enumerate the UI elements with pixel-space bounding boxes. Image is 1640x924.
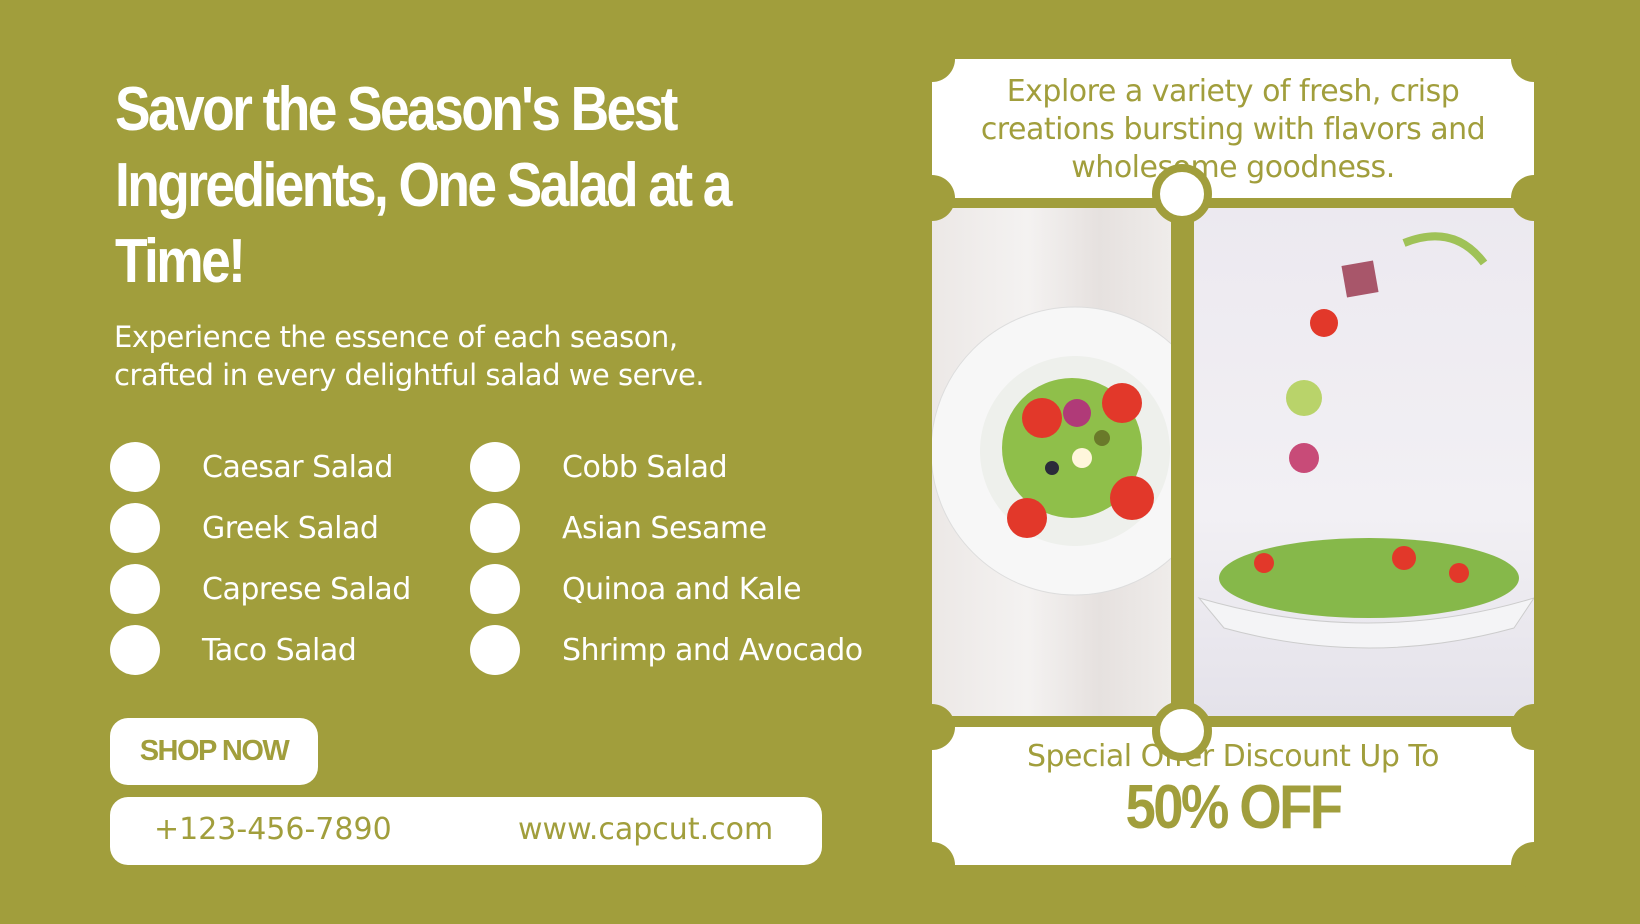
ticket-notch xyxy=(1152,701,1212,761)
ticket-notch xyxy=(909,175,955,221)
bullet-circle-icon xyxy=(470,503,520,553)
subtitle: Experience the essence of each season, c… xyxy=(114,318,705,394)
intro-line: creations bursting with flavors and xyxy=(980,112,1486,147)
ticket-notch xyxy=(1511,175,1557,221)
salad-bowl-image xyxy=(1197,232,1534,649)
intro-line: Explore a variety of fresh, crisp xyxy=(1006,74,1460,109)
salad-list-item: Caesar Salad xyxy=(110,442,393,492)
bullet-circle-icon xyxy=(470,442,520,492)
salad-list-item: Asian Sesame xyxy=(470,503,767,553)
salad-name: Asian Sesame xyxy=(562,510,767,546)
salad-name: Quinoa and Kale xyxy=(562,571,802,607)
salad-list-item: Shrimp and Avocado xyxy=(470,625,863,675)
ticket-notch xyxy=(1511,704,1557,750)
salad-list-item: Greek Salad xyxy=(110,503,379,553)
intro-line: wholesome goodness. xyxy=(1071,150,1395,185)
ticket-notch xyxy=(909,704,955,750)
offer-value: 50% OFF xyxy=(1125,773,1344,842)
subtitle-line: Experience the essence of each season, xyxy=(114,320,678,354)
bullet-circle-icon xyxy=(110,625,160,675)
ticket-notch xyxy=(909,36,955,82)
phone-number: +123-456-7890 xyxy=(154,812,392,847)
bullet-circle-icon xyxy=(470,564,520,614)
bullet-circle-icon xyxy=(470,625,520,675)
salad-list-item: Quinoa and Kale xyxy=(470,564,802,614)
offer-label: Special Offer Discount Up To xyxy=(1026,739,1440,774)
ticket-notch xyxy=(1511,842,1557,888)
salad-bowl-photo xyxy=(1194,208,1534,716)
salad-name: Shrimp and Avocado xyxy=(562,632,863,668)
subtitle-line: crafted in every delightful salad we ser… xyxy=(114,358,705,392)
ticket-notch xyxy=(1511,36,1557,82)
contact-bar: +123-456-7890 www.capcut.com xyxy=(110,797,822,865)
ticket-notch xyxy=(1152,164,1212,224)
website-link[interactable]: www.capcut.com xyxy=(518,812,774,847)
salad-list-item: Taco Salad xyxy=(110,625,357,675)
bullet-circle-icon xyxy=(110,442,160,492)
headline: Savor the Season's Best Ingredients, One… xyxy=(115,75,732,296)
shop-now-button[interactable]: SHOP NOW xyxy=(110,718,318,785)
salad-name: Taco Salad xyxy=(202,632,357,668)
salad-name: Cobb Salad xyxy=(562,449,728,485)
salad-name: Caesar Salad xyxy=(202,449,393,485)
salad-plate-photo xyxy=(932,208,1171,716)
salad-plate-image xyxy=(932,306,1171,596)
bullet-circle-icon xyxy=(110,564,160,614)
salad-name: Caprese Salad xyxy=(202,571,411,607)
offer-ticket: Special Offer Discount Up To 50% OFF xyxy=(932,727,1534,865)
ticket-notch xyxy=(909,842,955,888)
salad-list-item: Cobb Salad xyxy=(470,442,728,492)
intro-ticket: Explore a variety of fresh, crisp creati… xyxy=(932,59,1534,198)
salad-list-item: Caprese Salad xyxy=(110,564,411,614)
bullet-circle-icon xyxy=(110,503,160,553)
salad-name: Greek Salad xyxy=(202,510,379,546)
